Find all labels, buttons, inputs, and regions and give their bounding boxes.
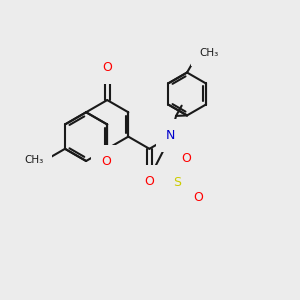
Text: O: O <box>102 61 112 74</box>
Text: S: S <box>173 176 181 189</box>
Text: O: O <box>194 190 203 203</box>
Text: N: N <box>166 129 175 142</box>
Text: CH₃: CH₃ <box>24 155 44 165</box>
Text: O: O <box>181 152 191 165</box>
Text: O: O <box>101 155 111 168</box>
Text: CH₃: CH₃ <box>200 48 219 58</box>
Text: O: O <box>145 175 154 188</box>
